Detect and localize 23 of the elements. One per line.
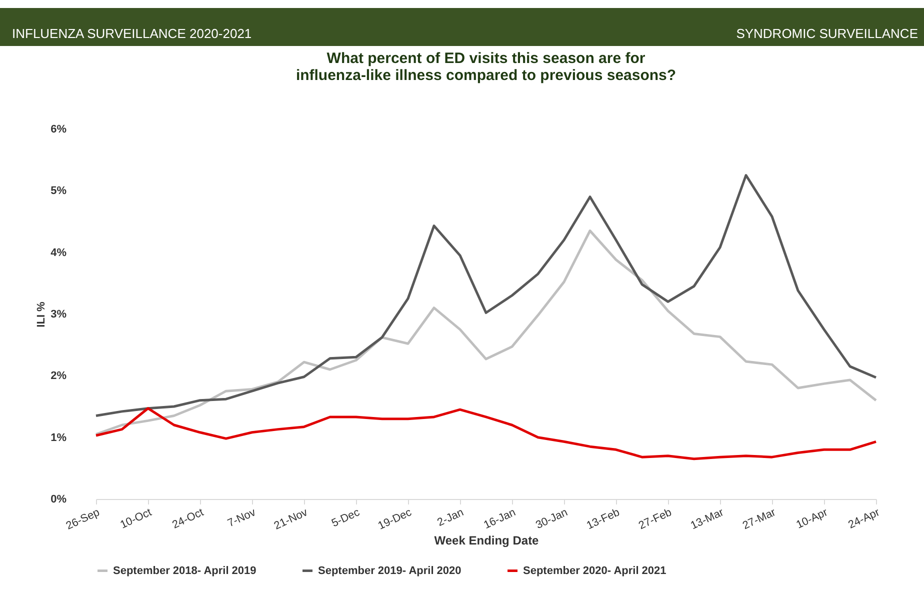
y-tick-label: 1% bbox=[50, 432, 67, 444]
y-tick-label: 3% bbox=[50, 308, 67, 320]
x-tick-label: 30-Jan bbox=[534, 506, 570, 532]
y-tick-label: 2% bbox=[50, 370, 67, 382]
legend-label: September 2018- April 2019 bbox=[113, 564, 256, 577]
x-tick-label: 2-Jan bbox=[436, 506, 466, 530]
line-series bbox=[94, 174, 878, 417]
x-tick-label: 16-Jan bbox=[482, 506, 518, 532]
text: SYNDROMIC SURVEILLANCE bbox=[736, 26, 918, 41]
x-tick-label: 5-Dec bbox=[330, 506, 362, 530]
line-series bbox=[94, 407, 878, 460]
y-axis-title: ILI % bbox=[36, 301, 48, 328]
y-tick-label: 6% bbox=[50, 124, 67, 136]
chart-title: What percent of ED visits this season are for influenza-like illness compared to previous seasons? bbox=[296, 50, 676, 84]
y-tick-label: 0% bbox=[50, 494, 67, 506]
text: INFLUENZA SURVEILLANCE 2020-2021 bbox=[12, 26, 252, 41]
y-tick-label: 4% bbox=[50, 246, 67, 259]
legend-label: September 2019- April 2020 bbox=[318, 564, 462, 577]
x-tick-label: 7-Nov bbox=[226, 506, 258, 530]
x-axis-title: Week Ending Date bbox=[434, 533, 540, 548]
legend-label: September 2020- April 2021 bbox=[523, 564, 666, 577]
y-tick-label: 5% bbox=[50, 185, 67, 198]
line-series bbox=[94, 230, 878, 436]
